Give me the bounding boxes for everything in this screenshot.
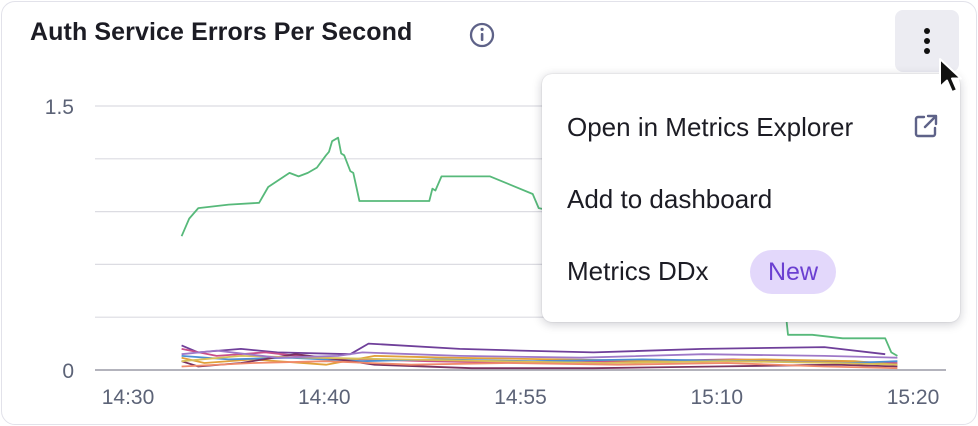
mouse-pointer-icon — [939, 58, 962, 93]
y-tick-label: 1.5 — [45, 96, 74, 119]
external-link-icon — [914, 114, 938, 138]
new-badge: New — [750, 250, 837, 294]
menu-item-label: Metrics DDx — [567, 256, 709, 286]
menu-item-add-to-dashboard[interactable]: Add to dashboard — [567, 184, 772, 215]
x-tick-label: 14:30 — [102, 386, 155, 409]
series-line — [181, 349, 898, 359]
series-line — [181, 354, 898, 366]
series-line — [181, 342, 886, 356]
menu-item-open-in-metrics-explorer[interactable]: Open in Metrics Explorer — [567, 112, 853, 143]
kebab-dot — [924, 48, 930, 54]
x-tick-label: 14:40 — [298, 386, 351, 409]
menu-item-metrics-ddx[interactable]: Metrics DDx — [567, 256, 709, 287]
x-tick-label: 15:10 — [690, 386, 743, 409]
x-tick-label: 14:55 — [494, 386, 547, 409]
kebab-dot — [924, 28, 930, 34]
menu-item-label: Open in Metrics Explorer — [567, 112, 854, 142]
context-menu: Open in Metrics Explorer Add to dashboar… — [542, 74, 960, 322]
series-line — [180, 136, 898, 357]
info-icon[interactable] — [468, 21, 496, 49]
series-line — [181, 360, 898, 370]
y-tick-label: 0 — [62, 360, 74, 383]
kebab-dot — [924, 38, 930, 44]
x-tick-label: 15:20 — [887, 386, 940, 409]
menu-toggle-button[interactable] — [895, 10, 959, 72]
widget-title: Auth Service Errors Per Second — [30, 18, 413, 46]
menu-item-label: Add to dashboard — [567, 184, 773, 214]
